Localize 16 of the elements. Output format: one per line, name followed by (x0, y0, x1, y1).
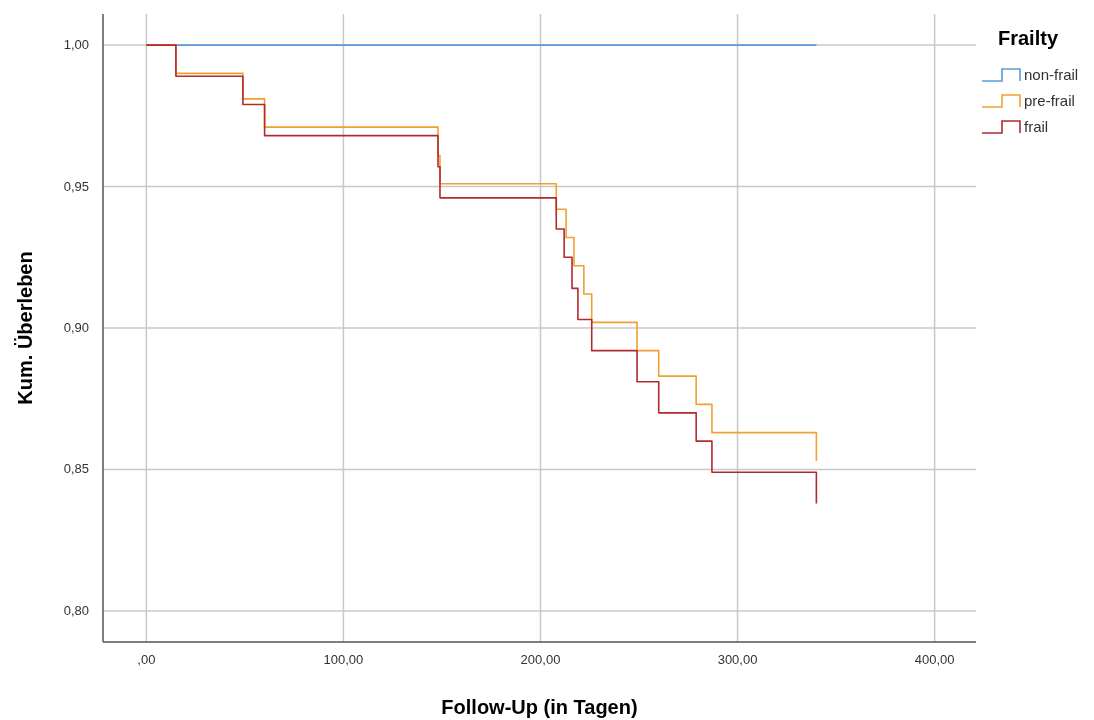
y-tick-label: 0,95 (63, 178, 89, 194)
x-tick-label: 400,00 (914, 652, 955, 667)
x-axis-title: Follow-Up (in Tagen) (441, 696, 638, 718)
x-tick-label: 300,00 (717, 652, 758, 667)
x-tick-label: 100,00 (323, 652, 364, 667)
legend-title: Frailty (998, 27, 1059, 49)
x-tick-label: 200,00 (520, 652, 561, 667)
y-tick-label: 1,00 (63, 37, 89, 53)
x-tick-label: ,00 (137, 652, 156, 667)
y-tick-label: 0,80 (63, 602, 89, 618)
legend-label: non-frail (1024, 66, 1079, 83)
y-axis-title: Kum. Überleben (14, 251, 36, 405)
y-tick-label: 0,90 (63, 320, 89, 335)
legend-label: frail (1024, 118, 1049, 135)
y-tick-label: 0,85 (63, 461, 89, 477)
legend-label: pre-frail (1024, 92, 1075, 109)
